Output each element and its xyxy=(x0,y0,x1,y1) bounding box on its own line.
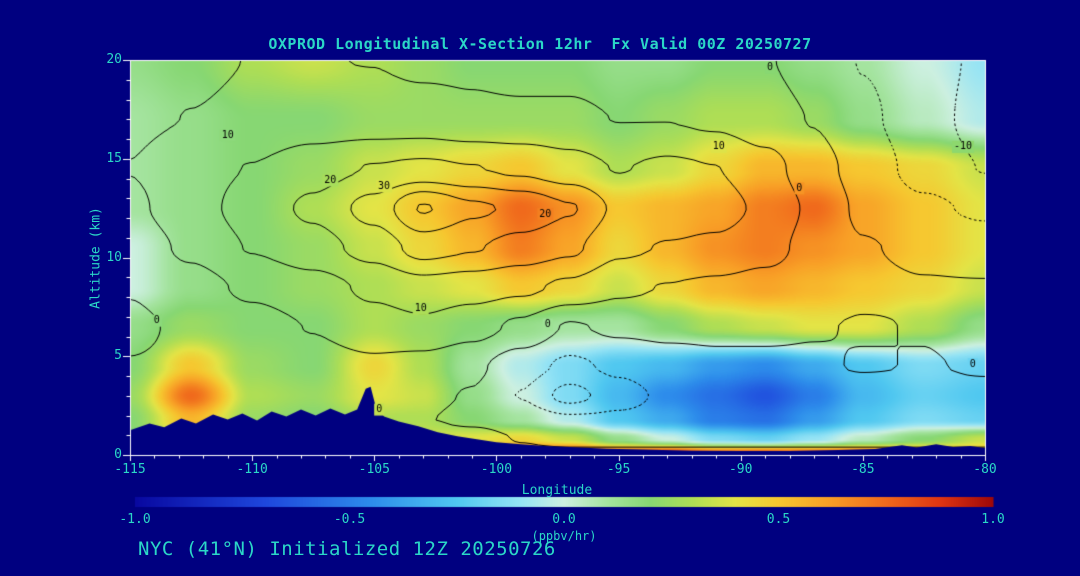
x-tick-label: -100 xyxy=(480,462,513,477)
x-tick-label: -85 xyxy=(851,462,875,477)
y-tick-label: 15 xyxy=(106,150,122,166)
colorbar-tick-label: 1.0 xyxy=(981,512,1005,527)
x-tick-label: -80 xyxy=(973,462,997,477)
colorbar-tick-label: -0.5 xyxy=(333,512,366,527)
y-tick-label: 20 xyxy=(106,52,122,67)
colorbar-tick-label: -1.0 xyxy=(119,512,151,527)
x-tick-label: -110 xyxy=(236,462,268,477)
y-tick-label: 5 xyxy=(114,348,122,364)
colorbar-tick-label: 0.5 xyxy=(766,512,791,527)
y-tick-label: 0 xyxy=(114,447,122,462)
x-tick-label: -115 xyxy=(114,462,146,477)
chart-title: OXPROD Longitudinal X-Section 12hr Fx Va… xyxy=(268,35,812,53)
y-tick-label: 10 xyxy=(106,249,122,265)
x-axis-label: Longitude xyxy=(521,483,593,498)
colorbar-tick-label: 0.0 xyxy=(552,512,576,527)
colorbar-unit-label: (ppbv/hr) xyxy=(531,529,597,543)
x-tick-label: -105 xyxy=(358,462,390,477)
x-tick-label: -95 xyxy=(606,462,631,477)
x-tick-label: -90 xyxy=(728,462,753,477)
init-caption: NYC (41°N) Initialized 12Z 20250726 xyxy=(138,538,556,560)
